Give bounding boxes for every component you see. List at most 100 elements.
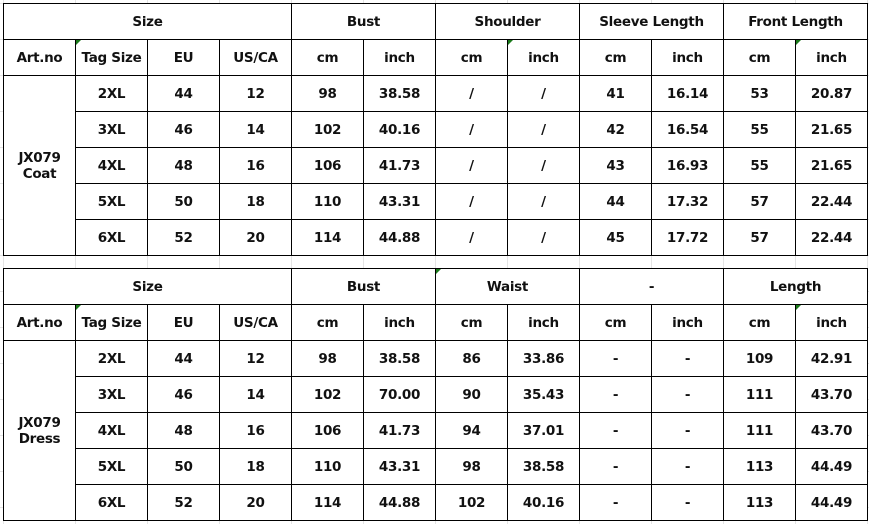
table-cell[interactable]: 21.65 — [795, 147, 868, 184]
column-header[interactable]: US/CA — [219, 304, 292, 341]
table-cell[interactable]: 42.91 — [795, 340, 868, 377]
table-cell[interactable]: 44.49 — [795, 448, 868, 485]
table-cell[interactable]: 40.16 — [363, 111, 436, 148]
table-cell[interactable]: 48 — [147, 147, 220, 184]
column-header[interactable]: inch — [795, 39, 868, 76]
table-cell[interactable]: 5XL — [75, 183, 148, 220]
table-cell[interactable]: 98 — [435, 448, 508, 485]
group-header[interactable]: Bust — [291, 268, 436, 305]
table-cell[interactable]: / — [435, 219, 508, 256]
article-number-cell[interactable]: JX079 Dress — [3, 340, 76, 521]
group-header[interactable]: Size — [3, 268, 292, 305]
column-header[interactable]: cm — [723, 304, 796, 341]
table-cell[interactable]: 102 — [435, 484, 508, 521]
table-cell[interactable]: 12 — [219, 340, 292, 377]
table-cell[interactable]: - — [579, 448, 652, 485]
table-cell[interactable]: 111 — [723, 376, 796, 413]
table-cell[interactable]: 6XL — [75, 219, 148, 256]
table-cell[interactable]: 90 — [435, 376, 508, 413]
table-cell[interactable]: / — [507, 75, 580, 112]
table-cell[interactable]: 20.87 — [795, 75, 868, 112]
column-header[interactable]: inch — [507, 304, 580, 341]
column-header[interactable]: cm — [579, 39, 652, 76]
table-cell[interactable]: 12 — [219, 75, 292, 112]
column-header[interactable]: cm — [291, 39, 364, 76]
column-header[interactable]: EU — [147, 39, 220, 76]
table-cell[interactable]: 17.32 — [651, 183, 724, 220]
group-header[interactable]: Sleeve Length — [579, 3, 724, 40]
table-cell[interactable]: / — [435, 183, 508, 220]
table-cell[interactable]: 94 — [435, 412, 508, 449]
table-cell[interactable]: 102 — [291, 111, 364, 148]
table-cell[interactable]: 55 — [723, 111, 796, 148]
table-cell[interactable]: 3XL — [75, 111, 148, 148]
column-header[interactable]: Tag Size — [75, 39, 148, 76]
table-cell[interactable]: 33.86 — [507, 340, 580, 377]
table-cell[interactable]: - — [579, 340, 652, 377]
table-cell[interactable]: 21.65 — [795, 111, 868, 148]
table-cell[interactable]: 98 — [291, 75, 364, 112]
table-cell[interactable]: 53 — [723, 75, 796, 112]
table-cell[interactable]: 44 — [147, 75, 220, 112]
table-cell[interactable]: 111 — [723, 412, 796, 449]
table-cell[interactable]: - — [651, 340, 724, 377]
table-cell[interactable]: 37.01 — [507, 412, 580, 449]
table-cell[interactable]: 46 — [147, 376, 220, 413]
table-cell[interactable]: 22.44 — [795, 183, 868, 220]
table-cell[interactable]: 114 — [291, 219, 364, 256]
table-cell[interactable]: 6XL — [75, 484, 148, 521]
table-cell[interactable]: 86 — [435, 340, 508, 377]
table-cell[interactable]: 110 — [291, 183, 364, 220]
table-cell[interactable]: 48 — [147, 412, 220, 449]
column-header[interactable]: inch — [651, 304, 724, 341]
table-cell[interactable]: 17.72 — [651, 219, 724, 256]
column-header[interactable]: cm — [723, 39, 796, 76]
table-cell[interactable]: 4XL — [75, 147, 148, 184]
table-cell[interactable]: 43.31 — [363, 448, 436, 485]
table-cell[interactable]: 106 — [291, 412, 364, 449]
table-cell[interactable]: 109 — [723, 340, 796, 377]
table-cell[interactable]: 38.58 — [507, 448, 580, 485]
table-cell[interactable]: 113 — [723, 484, 796, 521]
group-header[interactable]: Front Length — [723, 3, 868, 40]
table-cell[interactable]: 41.73 — [363, 412, 436, 449]
table-cell[interactable]: 35.43 — [507, 376, 580, 413]
group-header[interactable]: Bust — [291, 3, 436, 40]
column-header[interactable]: inch — [363, 304, 436, 341]
table-cell[interactable]: 50 — [147, 448, 220, 485]
table-cell[interactable]: - — [651, 484, 724, 521]
table-cell[interactable]: 41.73 — [363, 147, 436, 184]
table-cell[interactable]: 14 — [219, 111, 292, 148]
table-cell[interactable]: 52 — [147, 484, 220, 521]
table-cell[interactable]: 16.54 — [651, 111, 724, 148]
table-cell[interactable]: - — [651, 376, 724, 413]
table-cell[interactable]: 46 — [147, 111, 220, 148]
column-header[interactable]: cm — [291, 304, 364, 341]
table-cell[interactable]: / — [507, 183, 580, 220]
table-cell[interactable]: 45 — [579, 219, 652, 256]
group-header[interactable]: - — [579, 268, 724, 305]
table-cell[interactable]: 43 — [579, 147, 652, 184]
column-header[interactable]: Art.no — [3, 304, 76, 341]
table-cell[interactable]: 40.16 — [507, 484, 580, 521]
table-cell[interactable]: 4XL — [75, 412, 148, 449]
table-cell[interactable]: 3XL — [75, 376, 148, 413]
article-number-cell[interactable]: JX079 Coat — [3, 75, 76, 256]
column-header[interactable]: inch — [651, 39, 724, 76]
table-cell[interactable]: 43.31 — [363, 183, 436, 220]
table-cell[interactable]: 2XL — [75, 75, 148, 112]
group-header[interactable]: Size — [3, 3, 292, 40]
table-cell[interactable]: 50 — [147, 183, 220, 220]
table-cell[interactable]: 38.58 — [363, 75, 436, 112]
table-cell[interactable]: 44.49 — [795, 484, 868, 521]
table-cell[interactable]: / — [507, 147, 580, 184]
group-header[interactable]: Shoulder — [435, 3, 580, 40]
table-cell[interactable]: 43.70 — [795, 412, 868, 449]
table-cell[interactable]: 98 — [291, 340, 364, 377]
table-cell[interactable]: 70.00 — [363, 376, 436, 413]
table-cell[interactable]: 14 — [219, 376, 292, 413]
table-cell[interactable]: 16 — [219, 147, 292, 184]
table-cell[interactable]: / — [507, 111, 580, 148]
column-header[interactable]: inch — [507, 39, 580, 76]
table-cell[interactable]: 22.44 — [795, 219, 868, 256]
